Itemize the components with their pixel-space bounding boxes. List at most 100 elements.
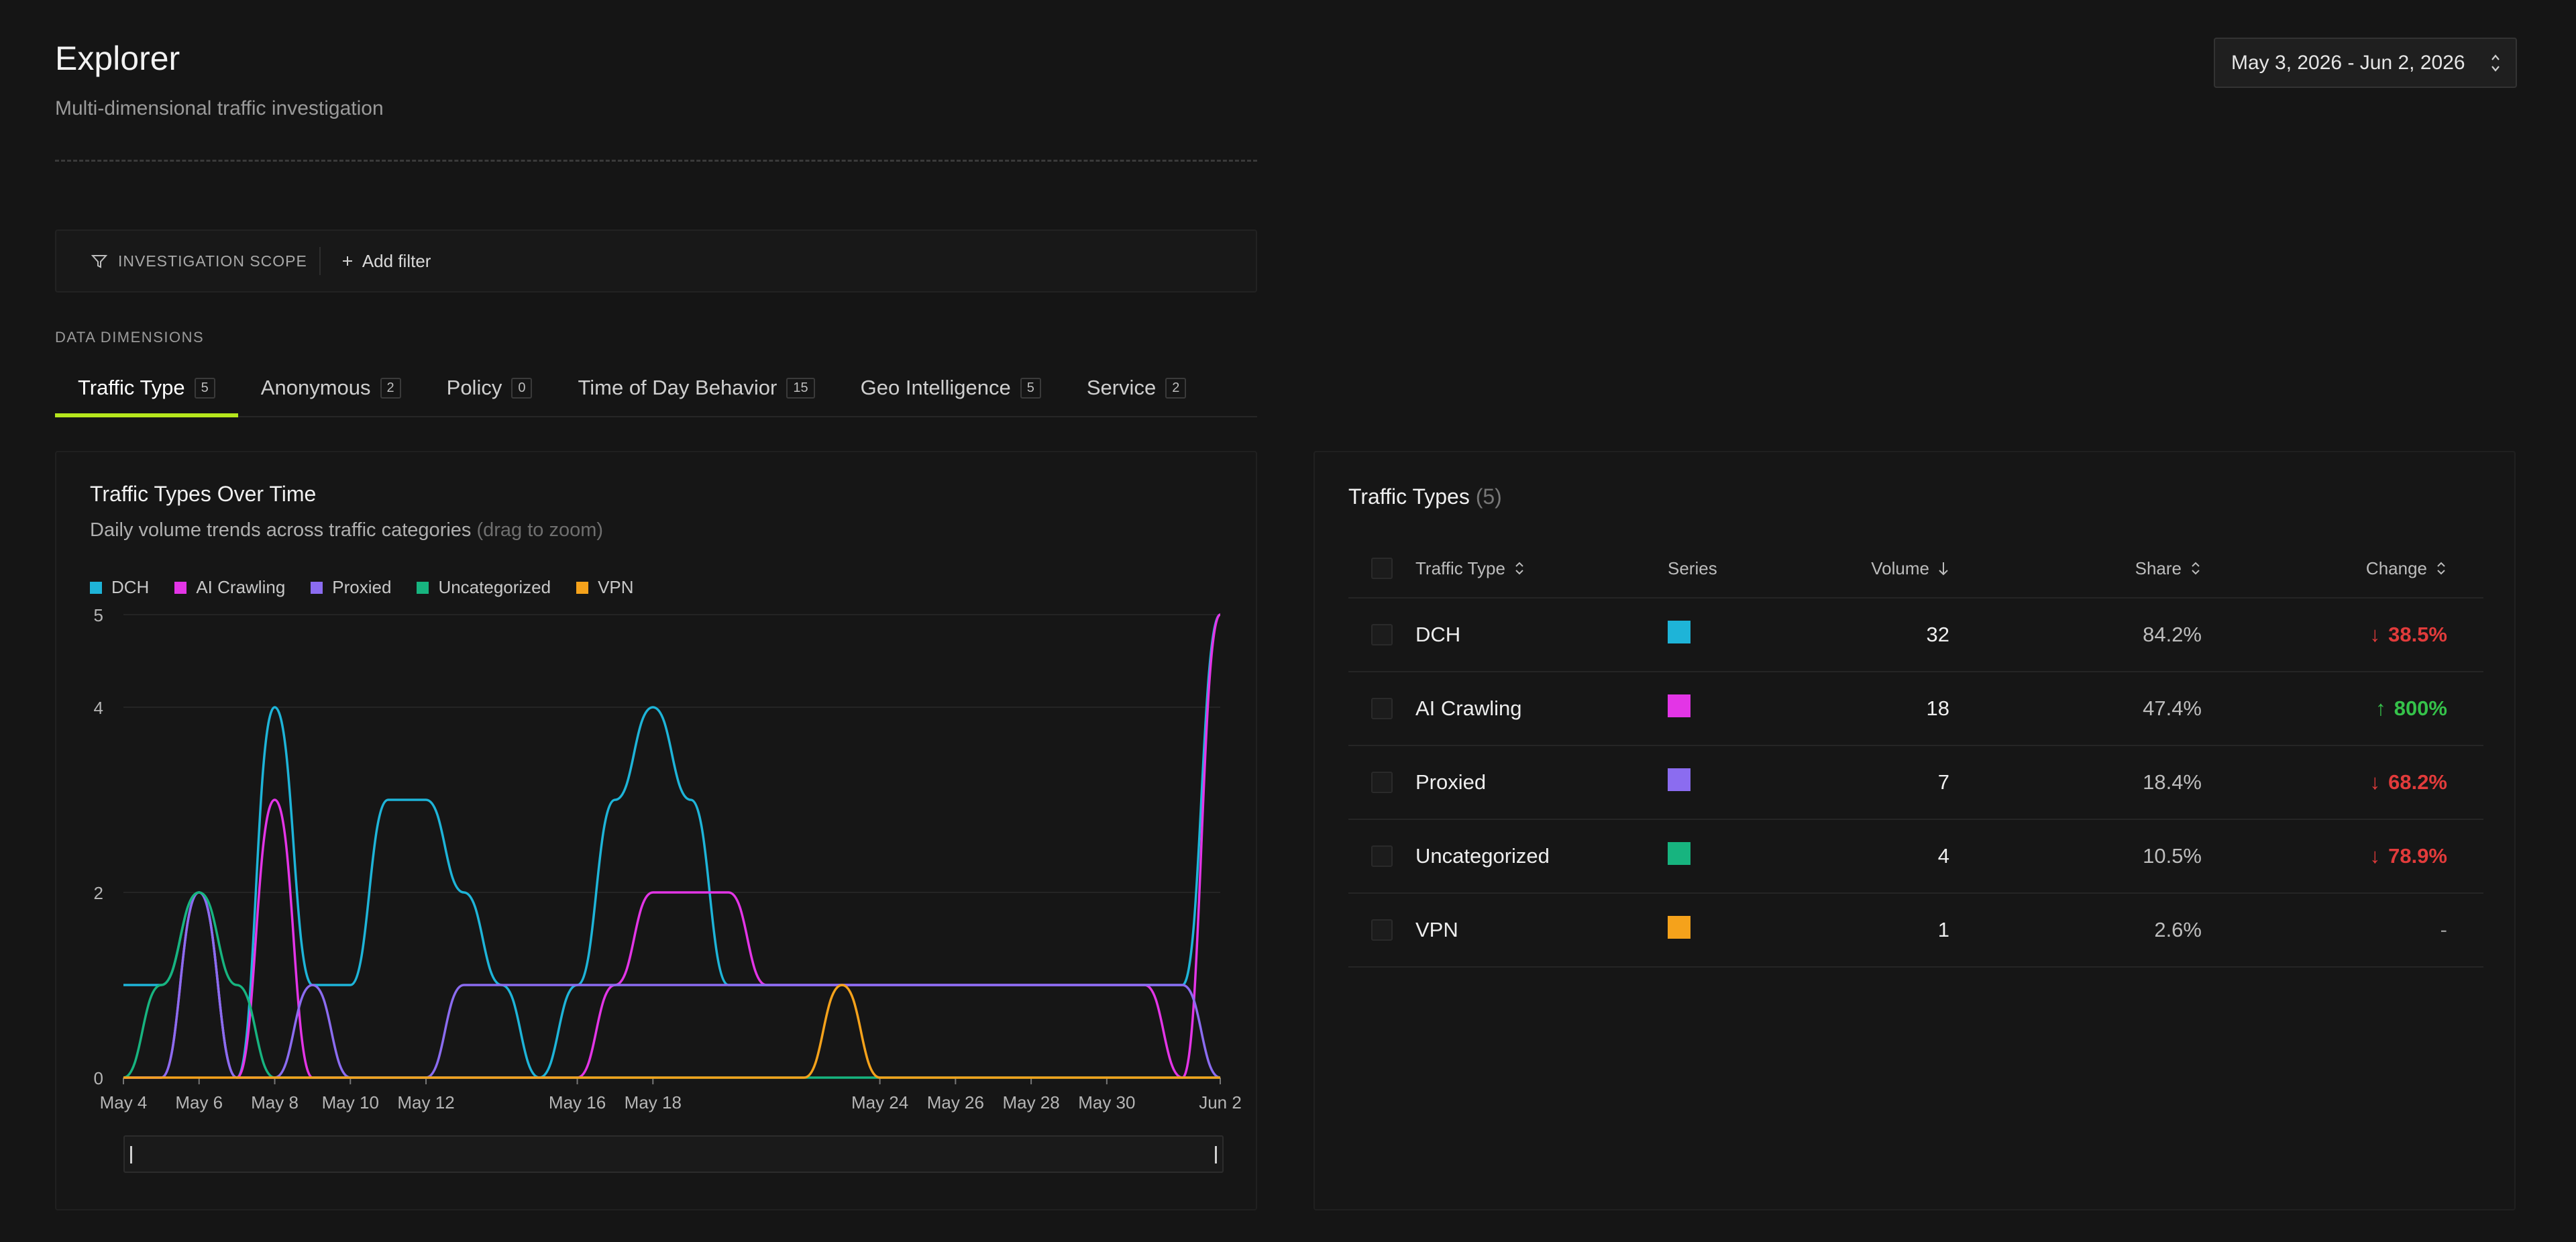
table-row[interactable]: VPN 1 2.6% - <box>1348 894 2483 968</box>
table-row[interactable]: Uncategorized 4 10.5% ↓ 78.9% <box>1348 820 2483 894</box>
row-change-value: 78.9% <box>2388 844 2447 868</box>
y-tick-label: 2 <box>94 883 103 903</box>
row-traffic-type: Proxied <box>1415 770 1487 794</box>
legend-swatch <box>90 581 102 594</box>
tab-label: Traffic Type <box>78 376 185 399</box>
x-tick-label: May 26 <box>927 1092 984 1112</box>
row-share: 2.6% <box>2154 918 2202 941</box>
tab-count-badge: 15 <box>786 377 815 399</box>
x-tick-label: May 10 <box>322 1092 379 1112</box>
sort-traffic-type[interactable]: Traffic Type <box>1415 558 1668 579</box>
row-series <box>1668 621 1788 649</box>
sort-share[interactable]: Share <box>1949 558 2202 579</box>
table-row[interactable]: Proxied 7 18.4% ↓ 68.2% <box>1348 746 2483 820</box>
chart-legend: DCH AI Crawling Proxied Uncategorized VP… <box>90 577 634 598</box>
tab-time-of-day-behavior[interactable]: Time of Day Behavior 15 <box>555 360 837 416</box>
tab-count-badge: 2 <box>380 377 401 399</box>
tab-count-badge: 0 <box>511 377 533 399</box>
legend-item[interactable]: Proxied <box>311 577 391 598</box>
table-row[interactable]: DCH 32 84.2% ↓ 38.5% <box>1348 599 2483 672</box>
row-traffic-type: Uncategorized <box>1415 844 1550 868</box>
x-tick-label: May 4 <box>100 1092 148 1112</box>
series-swatch <box>1668 842 1690 865</box>
tab-geo-intelligence[interactable]: Geo Intelligence 5 <box>838 360 1064 416</box>
table-title: Traffic Types (5) <box>1348 484 1502 509</box>
arrow-down-icon: ↓ <box>2369 844 2381 868</box>
x-tick-label: May 30 <box>1078 1092 1135 1112</box>
header-divider <box>55 160 1257 162</box>
row-change: ↓ 38.5% <box>2202 623 2447 647</box>
filter-divider <box>319 247 321 275</box>
chevron-up-down-icon <box>2491 54 2500 72</box>
legend-item[interactable]: DCH <box>90 577 149 598</box>
row-checkbox[interactable] <box>1371 919 1393 941</box>
brush-handle-left[interactable] <box>130 1146 132 1163</box>
row-change-value: 38.5% <box>2388 623 2447 646</box>
filter-bar: INVESTIGATION SCOPE Add filter <box>55 229 1257 293</box>
y-tick-label: 0 <box>94 1068 103 1088</box>
series-line-dch[interactable] <box>123 613 1222 1079</box>
add-filter-button[interactable]: Add filter <box>341 251 431 272</box>
series-swatch <box>1668 916 1690 939</box>
add-filter-label: Add filter <box>362 250 431 271</box>
investigation-scope: INVESTIGATION SCOPE <box>90 252 307 270</box>
row-change: - <box>2202 918 2447 942</box>
sort-change[interactable]: Change <box>2202 558 2447 579</box>
traffic-types-table: Traffic Type Series Volume Share Change … <box>1348 539 2483 968</box>
brush-handle-right[interactable] <box>1215 1146 1217 1163</box>
legend-swatch <box>417 581 429 594</box>
row-checkbox[interactable] <box>1371 624 1393 645</box>
series-line-vpn[interactable] <box>123 984 1220 1079</box>
page-subtitle: Multi-dimensional traffic investigation <box>55 97 384 119</box>
row-traffic-type: VPN <box>1415 918 1458 941</box>
header-traffic-type: Traffic Type <box>1415 558 1505 578</box>
chart-subtitle-text: Daily volume trends across traffic categ… <box>90 519 472 541</box>
chart-title: Traffic Types Over Time <box>90 482 317 506</box>
tab-policy[interactable]: Policy 0 <box>424 360 555 416</box>
row-volume: 7 <box>1937 770 1949 794</box>
data-dimensions-label: DATA DIMENSIONS <box>55 329 205 346</box>
row-checkbox[interactable] <box>1371 698 1393 719</box>
page-title: Explorer <box>55 40 180 77</box>
x-tick-label: May 24 <box>851 1092 908 1112</box>
legend-label: Uncategorized <box>438 577 551 597</box>
sort-volume[interactable]: Volume <box>1788 558 1949 579</box>
tab-anonymous[interactable]: Anonymous 2 <box>238 360 424 416</box>
table-row[interactable]: AI Crawling 18 47.4% ↑ 800% <box>1348 672 2483 746</box>
series-line-proxied[interactable] <box>123 891 1221 1079</box>
table-count: (5) <box>1475 484 1502 509</box>
series-line-ai-crawling[interactable] <box>123 613 1222 1079</box>
tab-traffic-type[interactable]: Traffic Type 5 <box>55 360 238 417</box>
traffic-line-chart[interactable]: 0 2 4 5 May 4 May 6 May 8 May 10 May 12 May 16 May… <box>56 452 1258 1130</box>
row-series <box>1668 916 1788 944</box>
row-share: 84.2% <box>2143 623 2202 646</box>
series-swatch <box>1668 621 1690 643</box>
x-tick-label: May 8 <box>251 1092 299 1112</box>
row-volume: 18 <box>1926 696 1949 720</box>
legend-item[interactable]: Uncategorized <box>417 577 551 598</box>
tab-label: Geo Intelligence <box>860 376 1011 399</box>
arrow-down-icon <box>1939 562 1948 576</box>
x-tick-label: May 18 <box>625 1092 682 1112</box>
legend-item[interactable]: AI Crawling <box>174 577 285 598</box>
legend-swatch <box>174 581 187 594</box>
zoom-brush[interactable] <box>123 1135 1224 1173</box>
select-all-checkbox[interactable] <box>1371 558 1393 579</box>
arrow-down-icon: ↓ <box>2369 623 2381 646</box>
chart-subtitle: Daily volume trends across traffic categ… <box>90 519 603 541</box>
series-swatch <box>1668 768 1690 791</box>
table-header-row: Traffic Type Series Volume Share Change <box>1348 539 2483 599</box>
x-tick-label: May 12 <box>397 1092 454 1112</box>
date-range-picker[interactable]: May 3, 2026 - Jun 2, 2026 <box>2214 38 2517 88</box>
legend-item[interactable]: VPN <box>576 577 634 598</box>
tab-count-badge: 5 <box>194 377 215 399</box>
legend-label: VPN <box>598 577 634 597</box>
row-checkbox[interactable] <box>1371 772 1393 793</box>
row-change-value: 68.2% <box>2388 770 2447 794</box>
y-tick-label: 5 <box>94 605 103 625</box>
row-checkbox[interactable] <box>1371 845 1393 867</box>
tab-label: Policy <box>446 376 502 399</box>
traffic-types-panel: Traffic Types (5) Traffic Type Series Vo… <box>1313 451 2516 1210</box>
row-traffic-type: DCH <box>1415 623 1461 646</box>
tab-service[interactable]: Service 2 <box>1064 360 1210 416</box>
